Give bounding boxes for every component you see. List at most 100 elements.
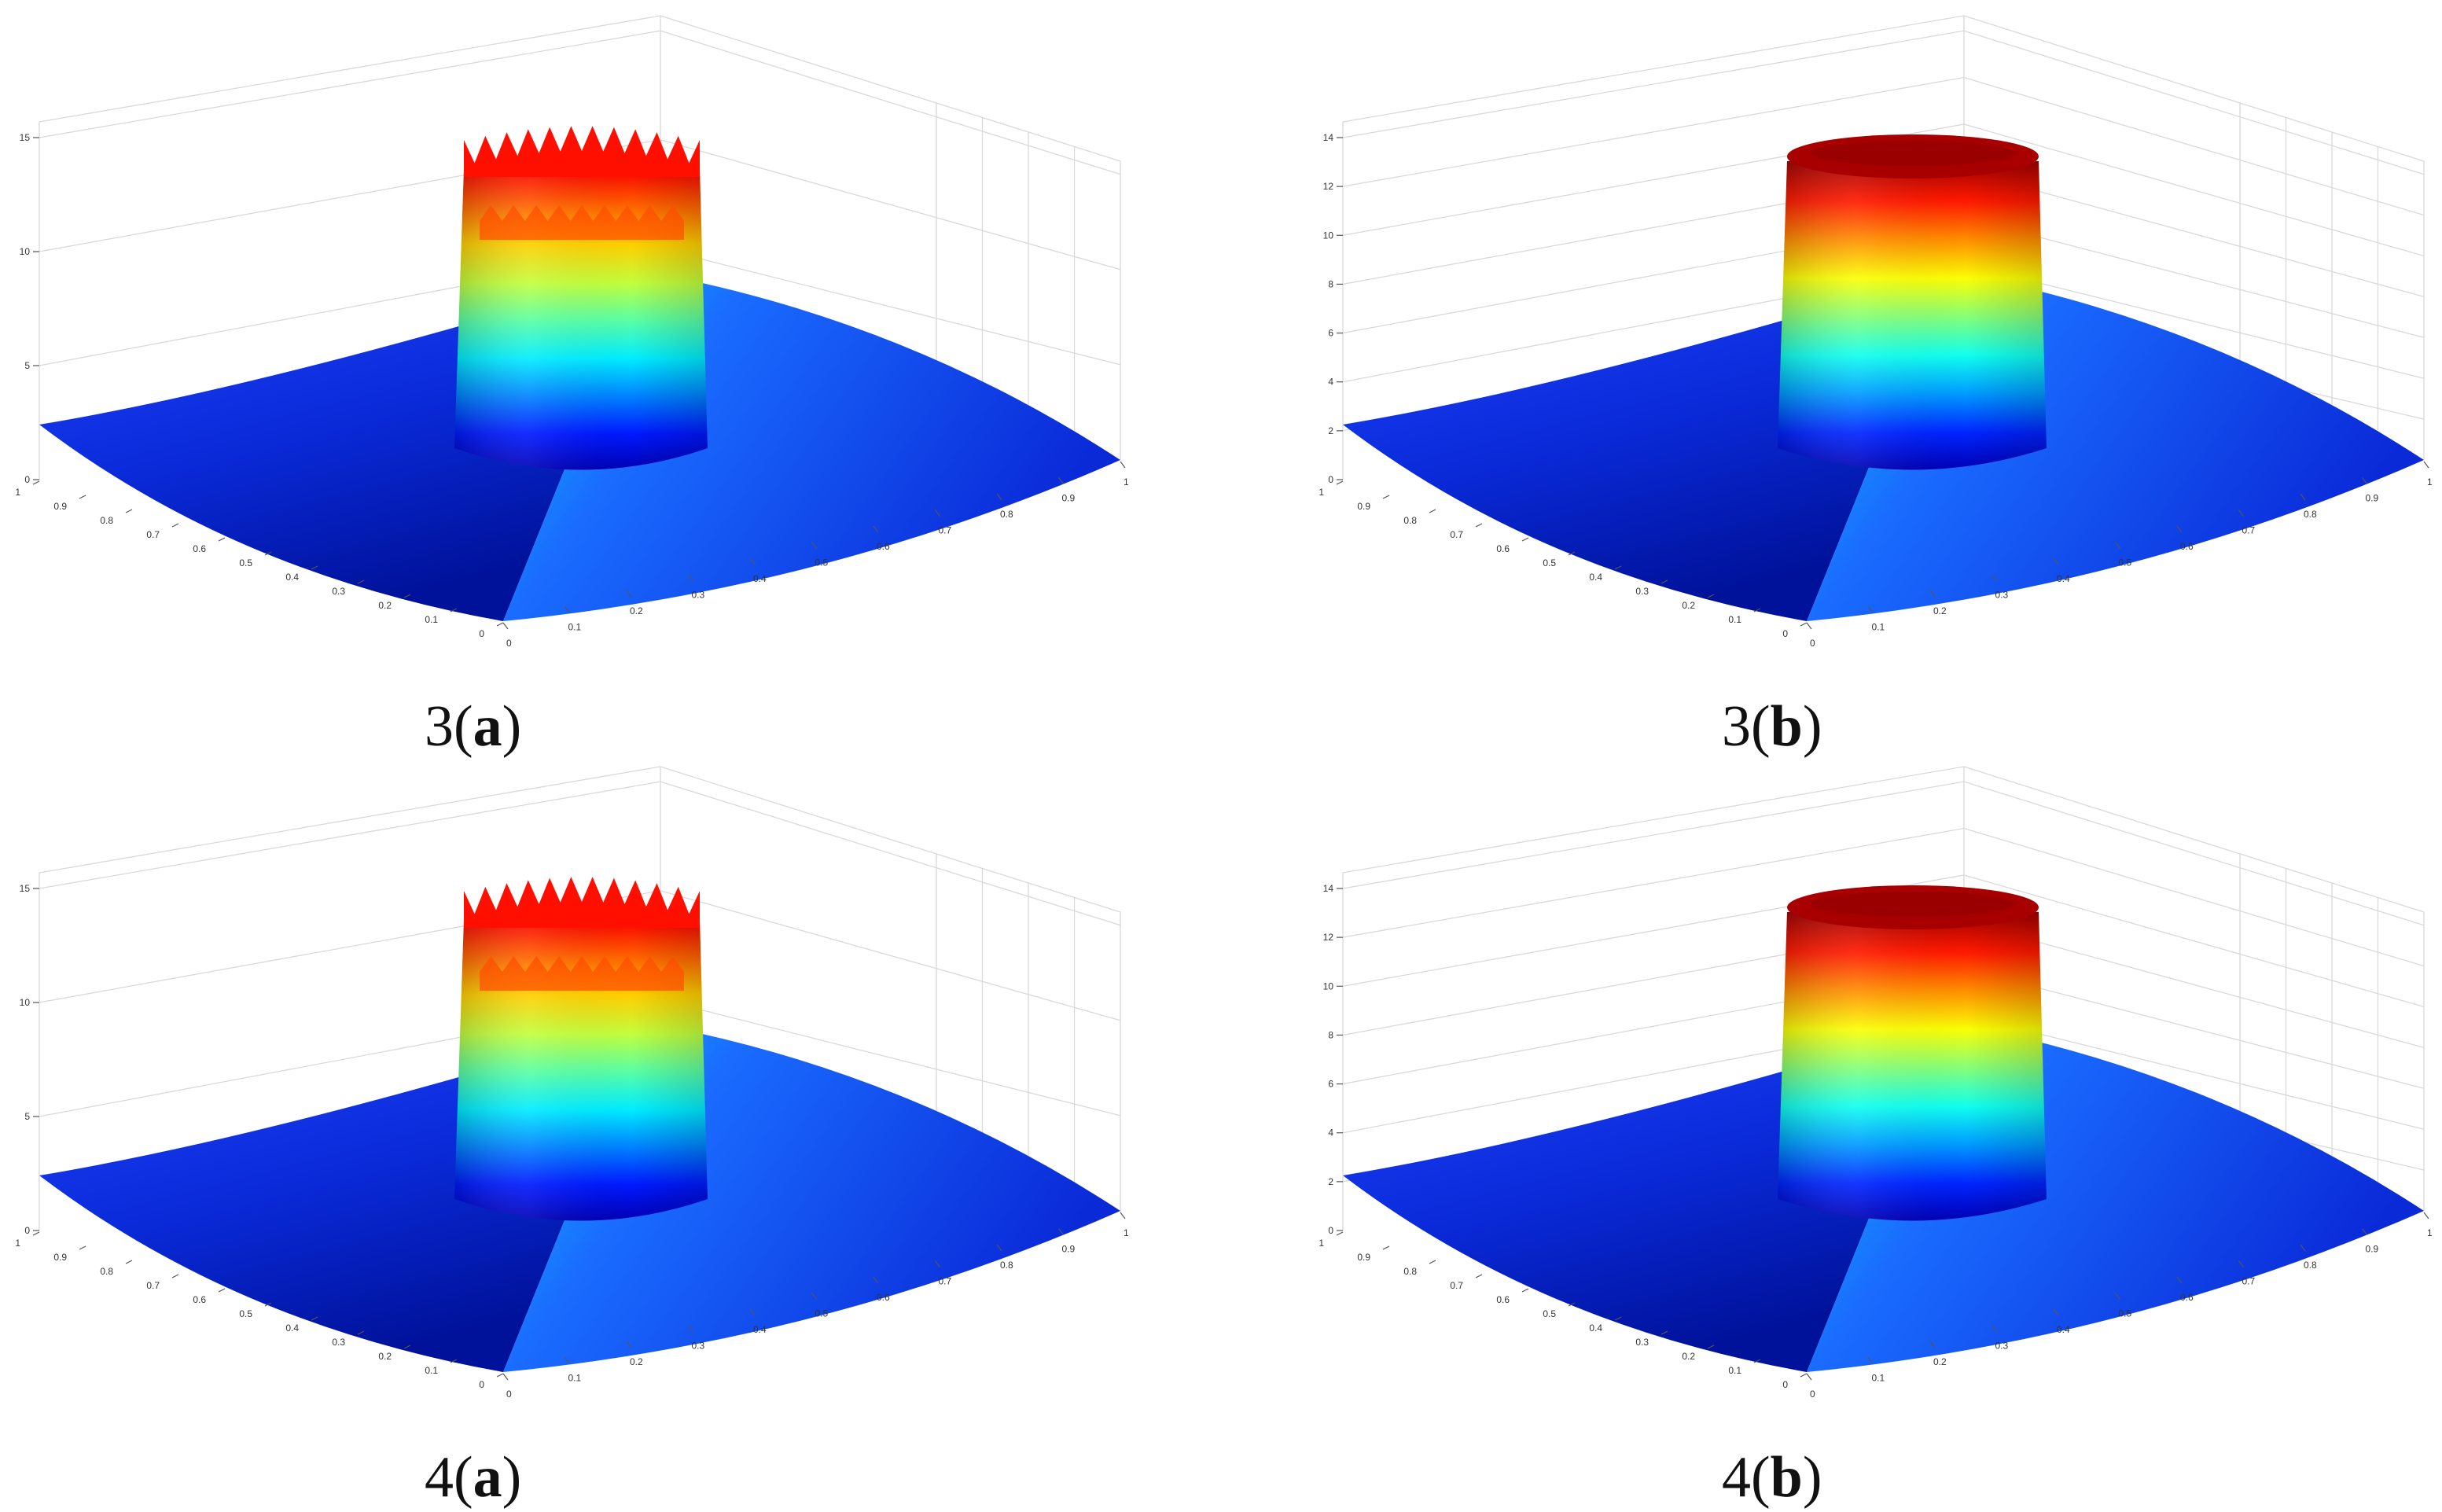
z-tick-label: 4: [1328, 377, 1333, 388]
plateau-shade: [1778, 912, 2047, 1221]
y-tick-label: 0.4: [1589, 1323, 1602, 1334]
y-tick-mark: [1800, 1373, 1808, 1378]
plateau-cap-highlight: [1811, 892, 2015, 917]
x-tick-mark: [688, 574, 693, 581]
x-tick-label: 0.7: [2242, 1276, 2256, 1287]
y-tick-mark: [1660, 1330, 1668, 1335]
y-tick-mark: [1382, 1245, 1390, 1250]
caption-number: 4(: [1722, 1445, 1771, 1510]
x-tick-label: 0.1: [568, 622, 582, 633]
y-tick-mark: [1382, 495, 1390, 499]
y-tick-label: 0.8: [100, 515, 113, 526]
y-tick-label: 0: [479, 628, 484, 639]
y-tick-label: 0.1: [1728, 1365, 1741, 1376]
x-tick-label: 0.3: [1995, 590, 2009, 601]
y-tick-label: 0.2: [1682, 1351, 1695, 1362]
x-tick-mark: [2176, 1276, 2183, 1284]
z-tick-label: 6: [1328, 328, 1333, 339]
caption-letter: b: [1771, 694, 1803, 759]
y-tick-mark: [1429, 1260, 1436, 1264]
y-tick-mark: [264, 1302, 272, 1307]
caption-letter: a: [473, 694, 502, 759]
x-tick-label: 0.5: [815, 557, 829, 568]
y-tick-label: 0.3: [332, 1337, 345, 1348]
y-tick-mark: [32, 1231, 40, 1236]
panel-4b: 0246810121400.10.20.30.40.50.60.70.80.91…: [1318, 766, 2433, 1510]
x-tick-mark: [2362, 1228, 2367, 1235]
panel-3a: 05101500.10.20.30.40.50.60.70.80.9100.10…: [15, 15, 1129, 759]
x-tick-mark: [996, 493, 1002, 501]
y-tick-mark: [1475, 523, 1483, 528]
x-tick-label: 0.8: [2304, 509, 2317, 520]
x-tick-label: 0.3: [692, 1341, 705, 1352]
plateau-rim-inner: [480, 205, 684, 240]
y-tick-label: 0.2: [378, 600, 392, 611]
y-tick-label: 1: [1318, 487, 1324, 498]
x-tick-label: 1: [2427, 1227, 2433, 1238]
y-tick-mark: [496, 622, 504, 627]
y-tick-label: 0.3: [1635, 1337, 1649, 1348]
x-tick-mark: [688, 1325, 693, 1332]
caption-letter: b: [1771, 1445, 1803, 1510]
z-tick-label: 5: [24, 1111, 30, 1122]
z-tick-label: 10: [20, 997, 31, 1008]
x-tick-mark: [2423, 1212, 2429, 1220]
caption-letter: a: [473, 1445, 502, 1510]
x-tick-mark: [502, 1373, 509, 1381]
z-tick-label: 10: [1323, 980, 1334, 991]
floor-axes: 00.10.20.30.40.50.60.70.80.9100.10.20.30…: [15, 1212, 1129, 1400]
y-tick-mark: [450, 1359, 458, 1363]
y-tick-label: 0.4: [285, 572, 299, 583]
x-tick-mark: [2115, 1293, 2120, 1300]
x-tick-mark: [2300, 1244, 2306, 1252]
x-tick-mark: [1806, 1373, 1812, 1381]
x-tick-mark: [2238, 1260, 2244, 1267]
plateau-cylinder: [1778, 885, 2047, 1221]
y-tick-mark: [1475, 1274, 1483, 1278]
x-tick-label: 0.9: [1062, 493, 1076, 504]
y-tick-label: 0.3: [332, 586, 345, 597]
x-tick-label: 0.8: [1000, 509, 1013, 520]
x-tick-label: 0.5: [2119, 557, 2132, 568]
x-tick-mark: [1120, 1212, 1126, 1220]
y-tick-mark: [357, 579, 365, 584]
x-tick-mark: [2176, 525, 2183, 533]
x-tick-label: 0.7: [939, 1276, 952, 1287]
x-tick-label: 0.4: [2057, 1324, 2070, 1335]
y-tick-label: 0.1: [425, 1365, 438, 1376]
z-tick-label: 12: [1323, 181, 1334, 192]
x-tick-label: 0: [1810, 638, 1815, 649]
x-tick-mark: [1058, 1228, 1064, 1235]
z-tick-label: 10: [20, 246, 31, 257]
z-tick-label: 8: [1328, 1029, 1333, 1040]
y-tick-label: 0.4: [1589, 572, 1602, 583]
y-tick-label: 0: [1782, 1379, 1788, 1390]
y-tick-mark: [1429, 509, 1436, 513]
y-tick-mark: [357, 1330, 365, 1335]
y-tick-label: 0.6: [1496, 1294, 1510, 1305]
y-tick-label: 0.8: [1403, 515, 1417, 526]
x-tick-mark: [1929, 590, 1936, 598]
z-tick-label: 0: [24, 474, 30, 485]
y-tick-mark: [218, 537, 226, 542]
caption-number: 3(: [425, 694, 473, 759]
x-tick-label: 0.6: [877, 1292, 890, 1303]
x-tick-mark: [626, 1341, 632, 1348]
y-tick-mark: [403, 1345, 411, 1349]
x-tick-label: 0.2: [1933, 1356, 1947, 1367]
y-tick-label: 1: [1318, 1238, 1324, 1249]
y-tick-mark: [1568, 1302, 1576, 1307]
y-tick-label: 1: [15, 487, 20, 498]
x-tick-label: 0.3: [1995, 1341, 2009, 1352]
x-tick-mark: [1991, 1325, 1997, 1332]
y-tick-label: 0.5: [239, 1308, 252, 1319]
y-tick-mark: [1800, 622, 1808, 627]
plateau-rim-oscillation: [464, 126, 700, 177]
x-tick-label: 0.6: [2180, 1292, 2194, 1303]
y-tick-mark: [450, 608, 458, 613]
x-tick-mark: [749, 557, 756, 565]
y-tick-mark: [1568, 551, 1576, 556]
z-tick-label: 14: [1323, 132, 1334, 143]
plateau-cylinder: [454, 126, 708, 470]
y-tick-label: 0: [1782, 628, 1788, 639]
